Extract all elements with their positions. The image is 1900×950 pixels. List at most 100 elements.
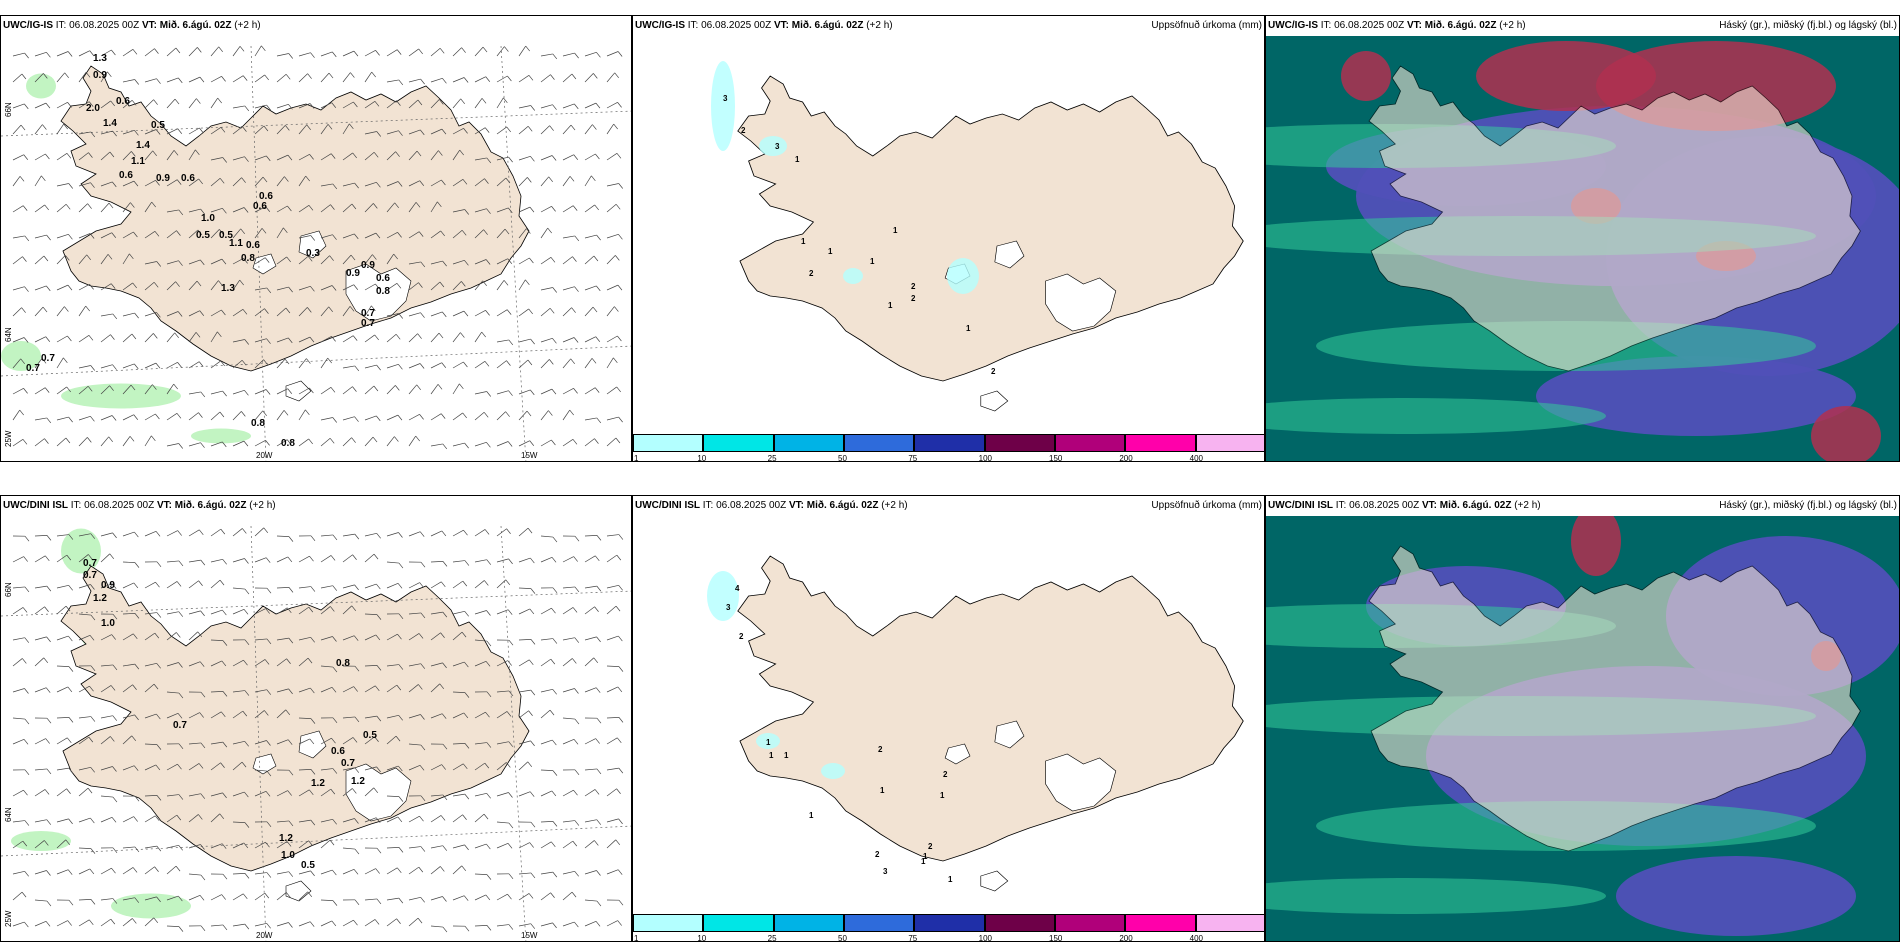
wind-barb [78,787,89,797]
wind-barb [320,737,332,745]
wind-barb [562,840,574,849]
wind-barb-flag [288,688,293,695]
wind-barb-flag [22,658,27,664]
wind-barb [540,535,553,538]
wind-barb-flag [68,899,74,906]
wind-barb-flag [288,286,293,293]
wind-barb-flag [244,105,250,112]
glacier [980,390,1009,412]
wind-barb-flag [68,818,73,825]
wind-barb-flag [594,606,599,612]
wind-barb-flag [484,127,490,133]
wind-barb-flag [442,443,448,450]
wind-barb [606,335,618,343]
wind-barb-flag [485,76,491,82]
wind-barb-flag [239,279,244,286]
wind-barb-flag [596,636,601,643]
wind-barb [232,440,245,447]
wind-barb-flag [90,182,95,188]
wind-barb [474,76,486,83]
precip-value-label: 1.3 [221,283,235,294]
wind-barb-flag [481,331,486,338]
wind-barb-flag [309,154,314,160]
wind-barb-flag [89,635,95,641]
wind-barb [474,843,487,849]
wind-barb-flag [574,535,580,542]
wind-barb-flag [530,872,536,879]
wind-barb [12,840,24,849]
wind-barb-flag [442,561,448,567]
wind-barb-flag [459,383,464,390]
wind-barb-flag [441,581,446,588]
wind-barb [232,279,241,291]
wind-barb-flag [90,416,95,422]
wind-barb [298,73,308,83]
wind-barb [452,793,465,797]
wind-barb-flag [550,74,555,80]
wind-barb [122,846,135,849]
wind-barb [342,203,353,213]
wind-barb-flag [66,386,71,393]
wind-barb-flag [220,528,226,535]
wind-barb [34,899,47,902]
wind-barb-flag [23,789,28,796]
wind-barb-flag [463,77,469,83]
wind-barb [474,178,485,187]
wind-barb-flag [287,154,293,161]
wind-barb-flag [178,926,184,932]
wind-barb-flag [217,97,222,104]
wind-barb [34,687,47,693]
wind-barb [298,819,311,823]
wind-barb-flag [264,892,270,899]
wind-barb-flag [155,764,161,771]
latitude-label: 25W [4,430,13,447]
wind-barb-flag [19,409,24,416]
wind-barb-flag [529,206,535,213]
wind-barb-flag [351,437,356,443]
wind-barb-flag [596,585,602,592]
wind-barb [210,741,223,745]
wind-barb [298,175,307,187]
wind-barb-flag [440,866,445,872]
wind-barb [364,152,375,161]
wind-barb [34,585,47,589]
wind-barb-flag [354,533,360,540]
wind-barb [474,711,486,719]
wind-barb-flag [178,560,184,567]
wind-barb [78,634,91,641]
wind-barb-flag [241,360,247,366]
wind-barb-flag [155,815,160,822]
wind-barb-flag [419,414,424,420]
wind-barb [12,358,21,369]
wind-barb [188,229,199,239]
precip-value-label: 2 [739,632,744,641]
wind-barb-flag [352,737,358,743]
wind-barb [408,764,421,771]
wind-barb-flag [464,925,470,932]
wind-barb-flag [200,391,206,398]
wind-barb [122,735,133,745]
precip-value-label: 0.3 [306,248,320,259]
wind-barb-flag [285,74,291,80]
precip-value-label: 1.2 [93,593,107,604]
wind-barb [100,795,113,798]
wind-barb [144,362,157,369]
wind-barb-flag [263,359,268,365]
wind-barb-flag [461,865,467,872]
wind-barb [386,181,399,187]
wind-barb [12,658,23,667]
wind-barb [232,821,246,823]
wind-barb-flag [529,608,535,615]
wind-barb-flag [112,532,117,539]
wind-barb [364,71,373,83]
wind-barb [364,232,377,239]
wind-barb [276,892,287,901]
wind-barb-flag [242,528,247,534]
wind-barb [518,608,531,615]
legend-swatch [914,914,985,932]
wind-barb [584,870,597,875]
wind-barb [166,581,178,589]
wind-barb [320,788,332,797]
wind-barb [166,632,177,641]
wind-barb [34,204,45,213]
